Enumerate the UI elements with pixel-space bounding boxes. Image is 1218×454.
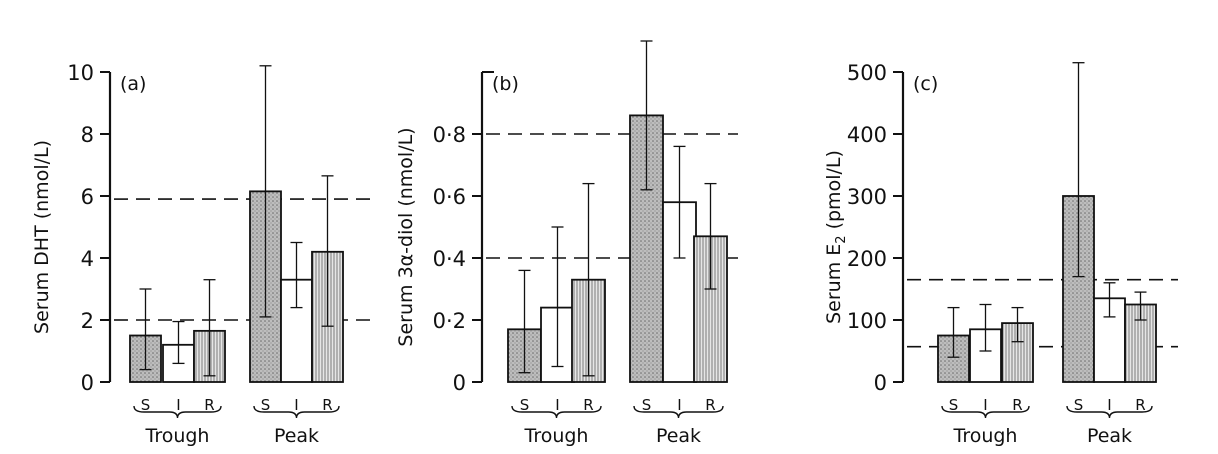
category-label: S — [642, 396, 652, 414]
y-axis-label-subscript: 2 — [834, 235, 849, 243]
y-tick-label: 0·2 — [433, 309, 466, 333]
category-label: R — [204, 396, 214, 414]
y-tick-label: 0·6 — [433, 185, 466, 209]
category-label: S — [261, 396, 271, 414]
category-label: R — [705, 396, 715, 414]
y-tick-label: 0 — [453, 371, 466, 395]
group-label-trough: Trough — [953, 425, 1018, 447]
y-tick-label: 0·4 — [433, 247, 466, 271]
y-tick-label: 0 — [874, 371, 887, 395]
category-label: I — [555, 396, 559, 414]
group-label-peak: Peak — [656, 425, 701, 447]
y-axis-label: Serum 3α-diol (nmol/L) — [395, 127, 417, 346]
bar-peak-r — [1124, 303, 1157, 383]
panels: 0 2 4 6 8 10 (a) Serum DHT (nmol/L) S I R Trough S I R… — [31, 40, 1178, 447]
panel-label: (b) — [492, 73, 519, 95]
y-axis-label-unit: (pmol/L) — [823, 150, 845, 235]
group-brace — [1066, 405, 1153, 419]
category-label: I — [677, 396, 681, 414]
group-brace — [633, 405, 724, 419]
y-tick-label: 400 — [847, 123, 887, 147]
y-tick-label: 200 — [847, 247, 887, 271]
category-label: I — [176, 396, 180, 414]
category-label: I — [294, 396, 298, 414]
panel-label: (c) — [913, 73, 938, 95]
group-label-peak: Peak — [1087, 425, 1132, 447]
y-tick-label: 2 — [81, 309, 94, 333]
group-brace — [253, 405, 340, 419]
y-tick-label: 500 — [847, 61, 887, 85]
group-brace — [133, 405, 222, 419]
category-label: S — [1074, 396, 1084, 414]
category-label: R — [1012, 396, 1022, 414]
y-axis-label: Serum DHT (nmol/L) — [31, 140, 53, 334]
bar-trough-r — [1001, 322, 1034, 383]
group-label-peak: Peak — [274, 425, 319, 447]
category-label: R — [583, 396, 593, 414]
chart-panel-1: 0 2 4 6 8 10 (a) Serum DHT (nmol/L) S I R Trough S I R… — [31, 61, 376, 447]
group-label-trough: Trough — [145, 425, 210, 447]
group-brace — [941, 405, 1030, 419]
y-tick-label: 8 — [81, 123, 94, 147]
chart-panel-2: 0 0·2 0·4 0·6 0·8 (b) Serum 3α-diol (nmol/L) S I… — [395, 40, 738, 447]
y-tick-label: 0 — [81, 371, 94, 395]
y-tick-label: 10 — [67, 61, 94, 85]
category-label: I — [983, 396, 987, 414]
category-label: S — [520, 396, 530, 414]
category-label: R — [322, 396, 332, 414]
y-tick-label: 4 — [81, 247, 94, 271]
y-tick-label: 6 — [81, 185, 94, 209]
category-label: S — [141, 396, 151, 414]
group-brace — [511, 405, 602, 419]
y-tick-label: 100 — [847, 309, 887, 333]
y-tick-label: 300 — [847, 185, 887, 209]
panel-label: (a) — [120, 73, 146, 95]
category-label: S — [949, 396, 959, 414]
y-tick-label: 0·8 — [433, 123, 466, 147]
category-label: I — [1107, 396, 1111, 414]
category-label: R — [1135, 396, 1145, 414]
group-label-trough: Trough — [524, 425, 589, 447]
y-axis-label: Serum E2 (pmol/L) — [823, 150, 849, 324]
